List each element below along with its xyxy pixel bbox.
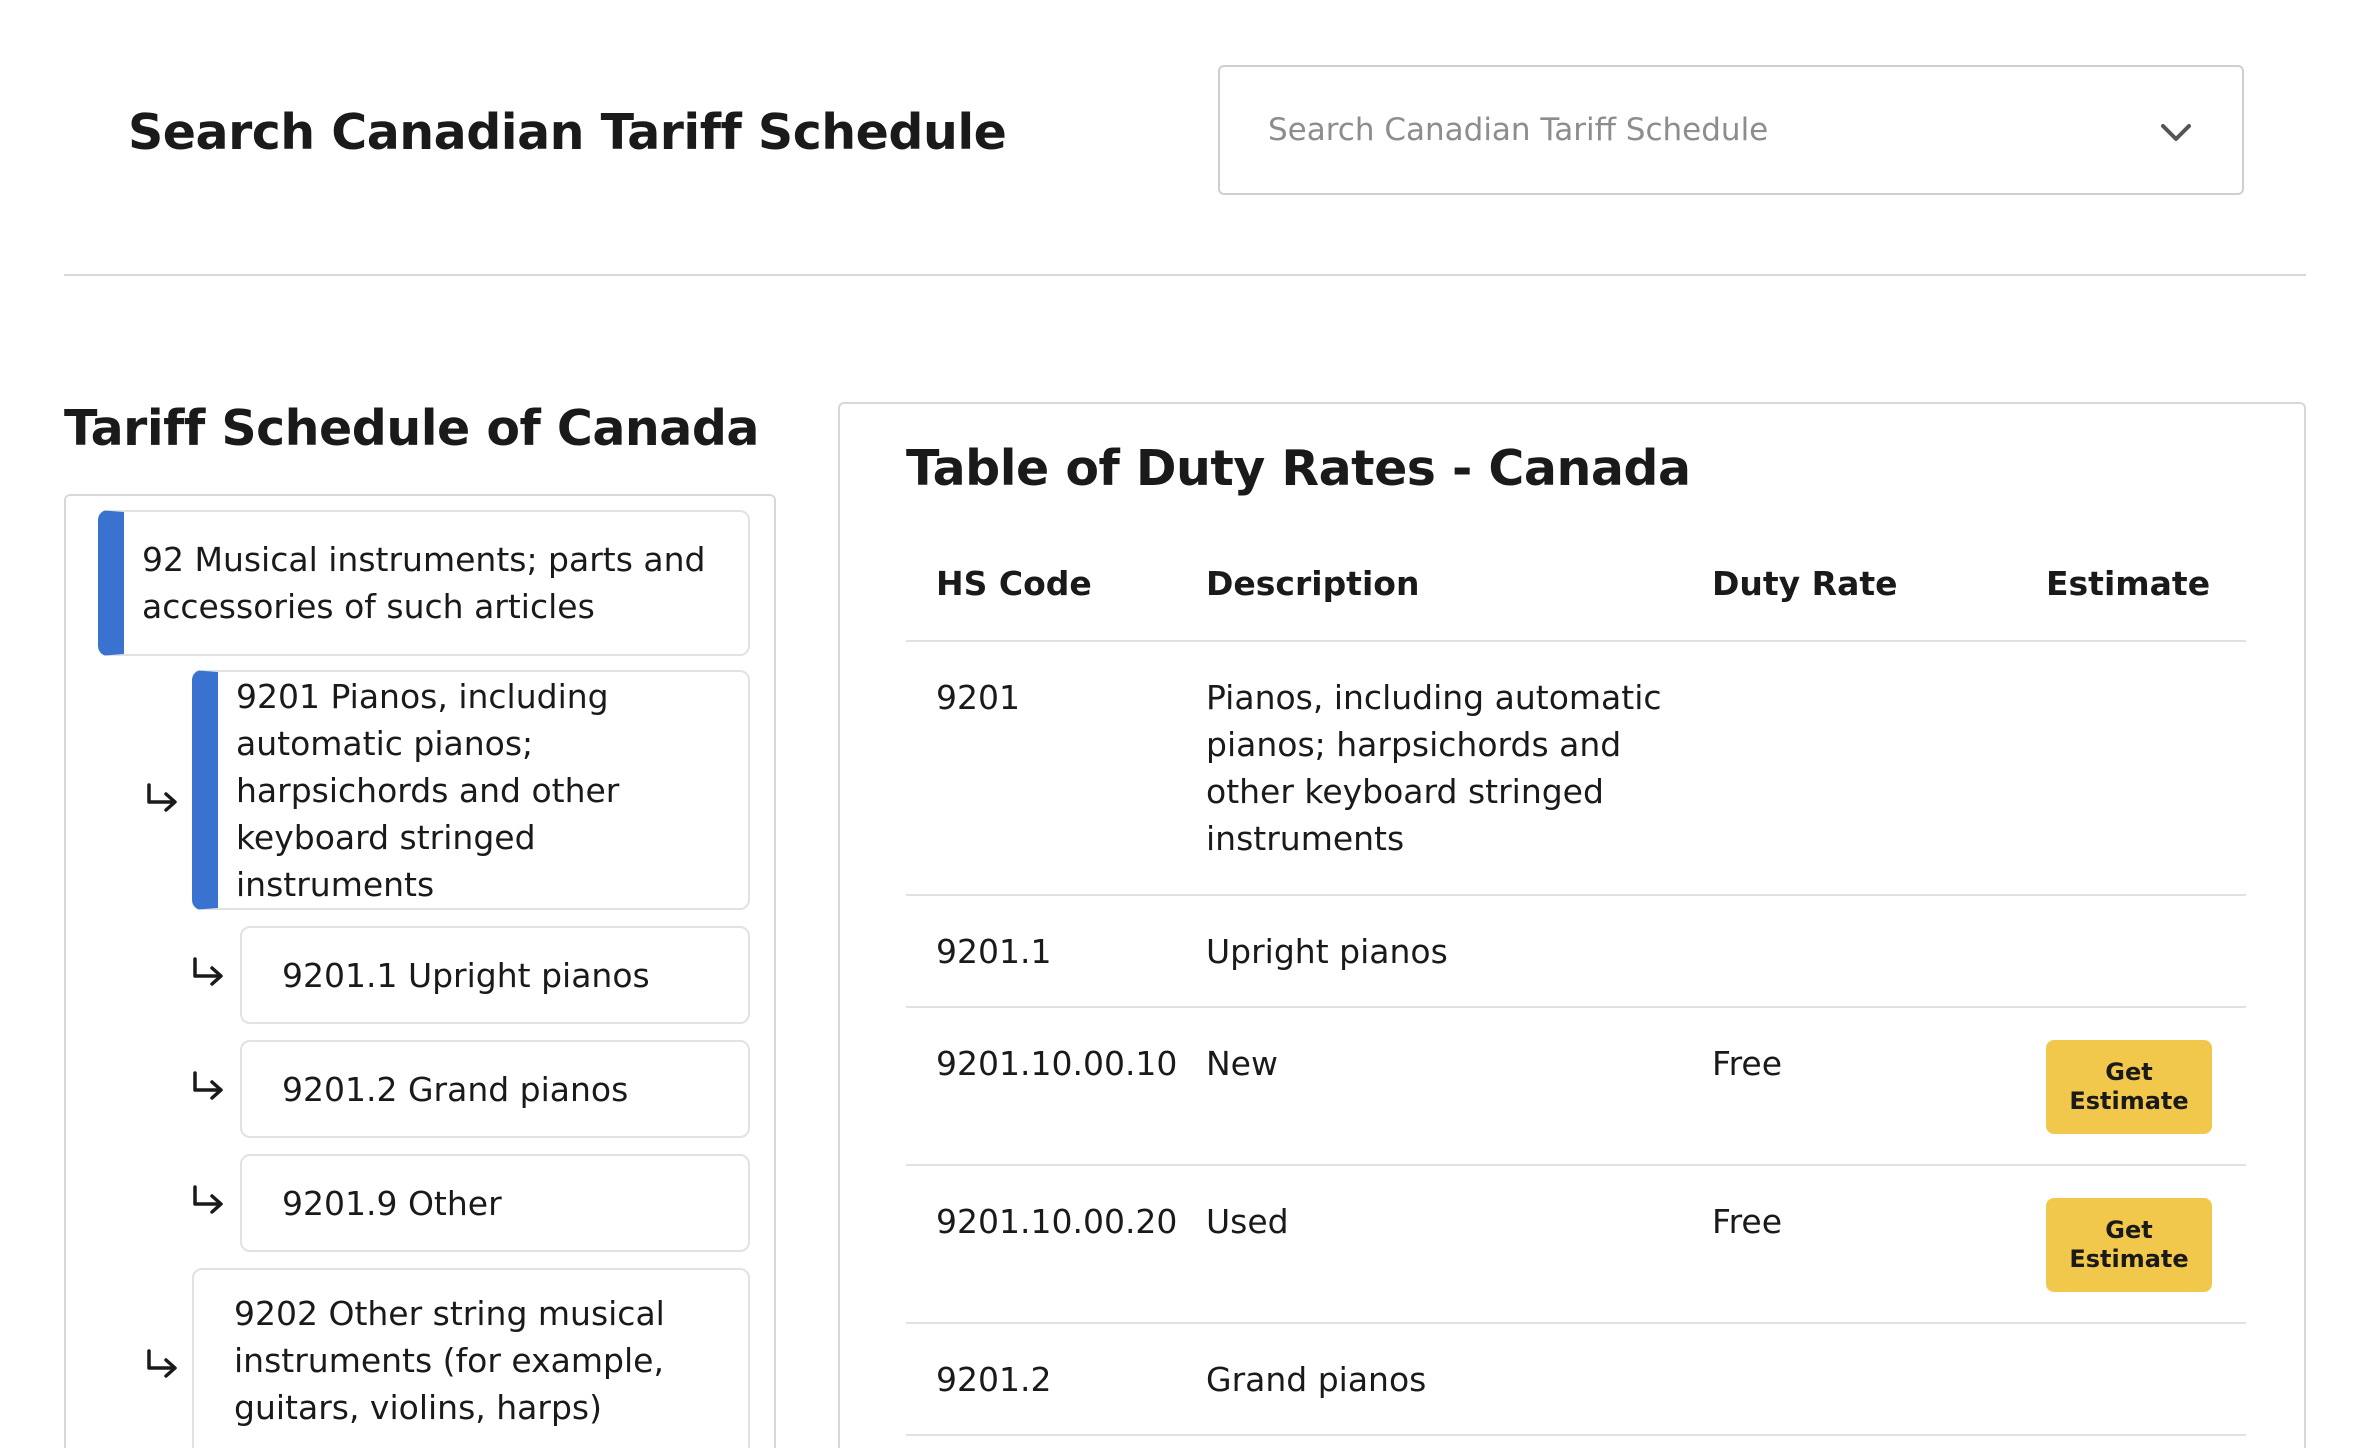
row-divider <box>906 640 2246 642</box>
tree-node-9201-1[interactable]: 9201.1 Upright pianos <box>240 926 750 1024</box>
row-divider <box>906 894 2246 896</box>
tree-node-chapter-92[interactable]: 92 Musical instruments; parts and access… <box>98 510 750 656</box>
cell-hs-code: 9201.10.00.20 <box>936 1202 1178 1241</box>
header-divider <box>64 274 2306 276</box>
cell-description: Grand pianos <box>1206 1360 1427 1399</box>
cell-duty-rate: Free <box>1712 1202 1783 1241</box>
tree-node-label: 9201.1 Upright pianos <box>282 955 650 995</box>
row-divider <box>906 1322 2246 1324</box>
tree-node-9201-9[interactable]: 9201.9 Other <box>240 1154 750 1252</box>
search-input[interactable] <box>1220 67 2242 193</box>
tree-node-heading-9202[interactable]: 9202 Other string musical instruments (f… <box>192 1268 750 1448</box>
tree-title: Tariff Schedule of Canada <box>64 400 760 457</box>
cell-description: Used <box>1206 1202 1289 1241</box>
page-title: Search Canadian Tariff Schedule <box>128 104 1007 161</box>
return-arrow-icon <box>147 1349 177 1378</box>
return-arrow-icon <box>147 783 177 812</box>
tree-node-label: 9201.2 Grand pianos <box>282 1069 629 1109</box>
header-estimate: Estimate <box>2046 564 2211 603</box>
header-hs-code: HS Code <box>936 564 1092 603</box>
cell-hs-code: 9201 <box>936 678 1020 717</box>
tree-node-label: 9201 Pianos, including automatic pianos;… <box>236 676 620 904</box>
cell-duty-rate: Free <box>1712 1044 1783 1083</box>
tree-node-9201-2[interactable]: 9201.2 Grand pianos <box>240 1040 750 1138</box>
return-arrow-icon <box>193 1185 223 1214</box>
return-arrow-icon <box>193 1071 223 1100</box>
header-description: Description <box>1206 564 1420 603</box>
cell-hs-code: 9201.10.00.10 <box>936 1044 1178 1083</box>
row-divider <box>906 1434 2246 1436</box>
return-arrow-icon <box>193 957 223 986</box>
cell-description: New <box>1206 1044 1278 1083</box>
row-divider <box>906 1164 2246 1166</box>
get-estimate-button[interactable]: Get Estimate <box>2046 1040 2212 1134</box>
cell-hs-code: 9201.1 <box>936 932 1052 971</box>
cell-description: Upright pianos <box>1206 932 1448 971</box>
cell-description: Pianos, including automatic pianos; harp… <box>1206 678 1662 858</box>
chevron-down-icon[interactable] <box>2158 115 2194 151</box>
cell-hs-code: 9201.2 <box>936 1360 1052 1399</box>
header-duty-rate: Duty Rate <box>1712 564 1898 603</box>
duty-rates-panel: Table of Duty Rates - Canada HS Code Des… <box>838 402 2306 1448</box>
search-dropdown[interactable] <box>1218 65 2244 195</box>
tariff-tree: 92 Musical instruments; parts and access… <box>64 494 776 1448</box>
table-title: Table of Duty Rates - Canada <box>906 440 1691 497</box>
row-divider <box>906 1006 2246 1008</box>
tree-node-label: 9202 Other string musical instruments (f… <box>234 1294 665 1427</box>
tree-node-label: 92 Musical instruments; parts and access… <box>142 540 706 626</box>
tree-node-label: 9201.9 Other <box>282 1183 502 1223</box>
tree-node-heading-9201[interactable]: 9201 Pianos, including automatic pianos;… <box>192 670 750 910</box>
get-estimate-button[interactable]: Get Estimate <box>2046 1198 2212 1292</box>
